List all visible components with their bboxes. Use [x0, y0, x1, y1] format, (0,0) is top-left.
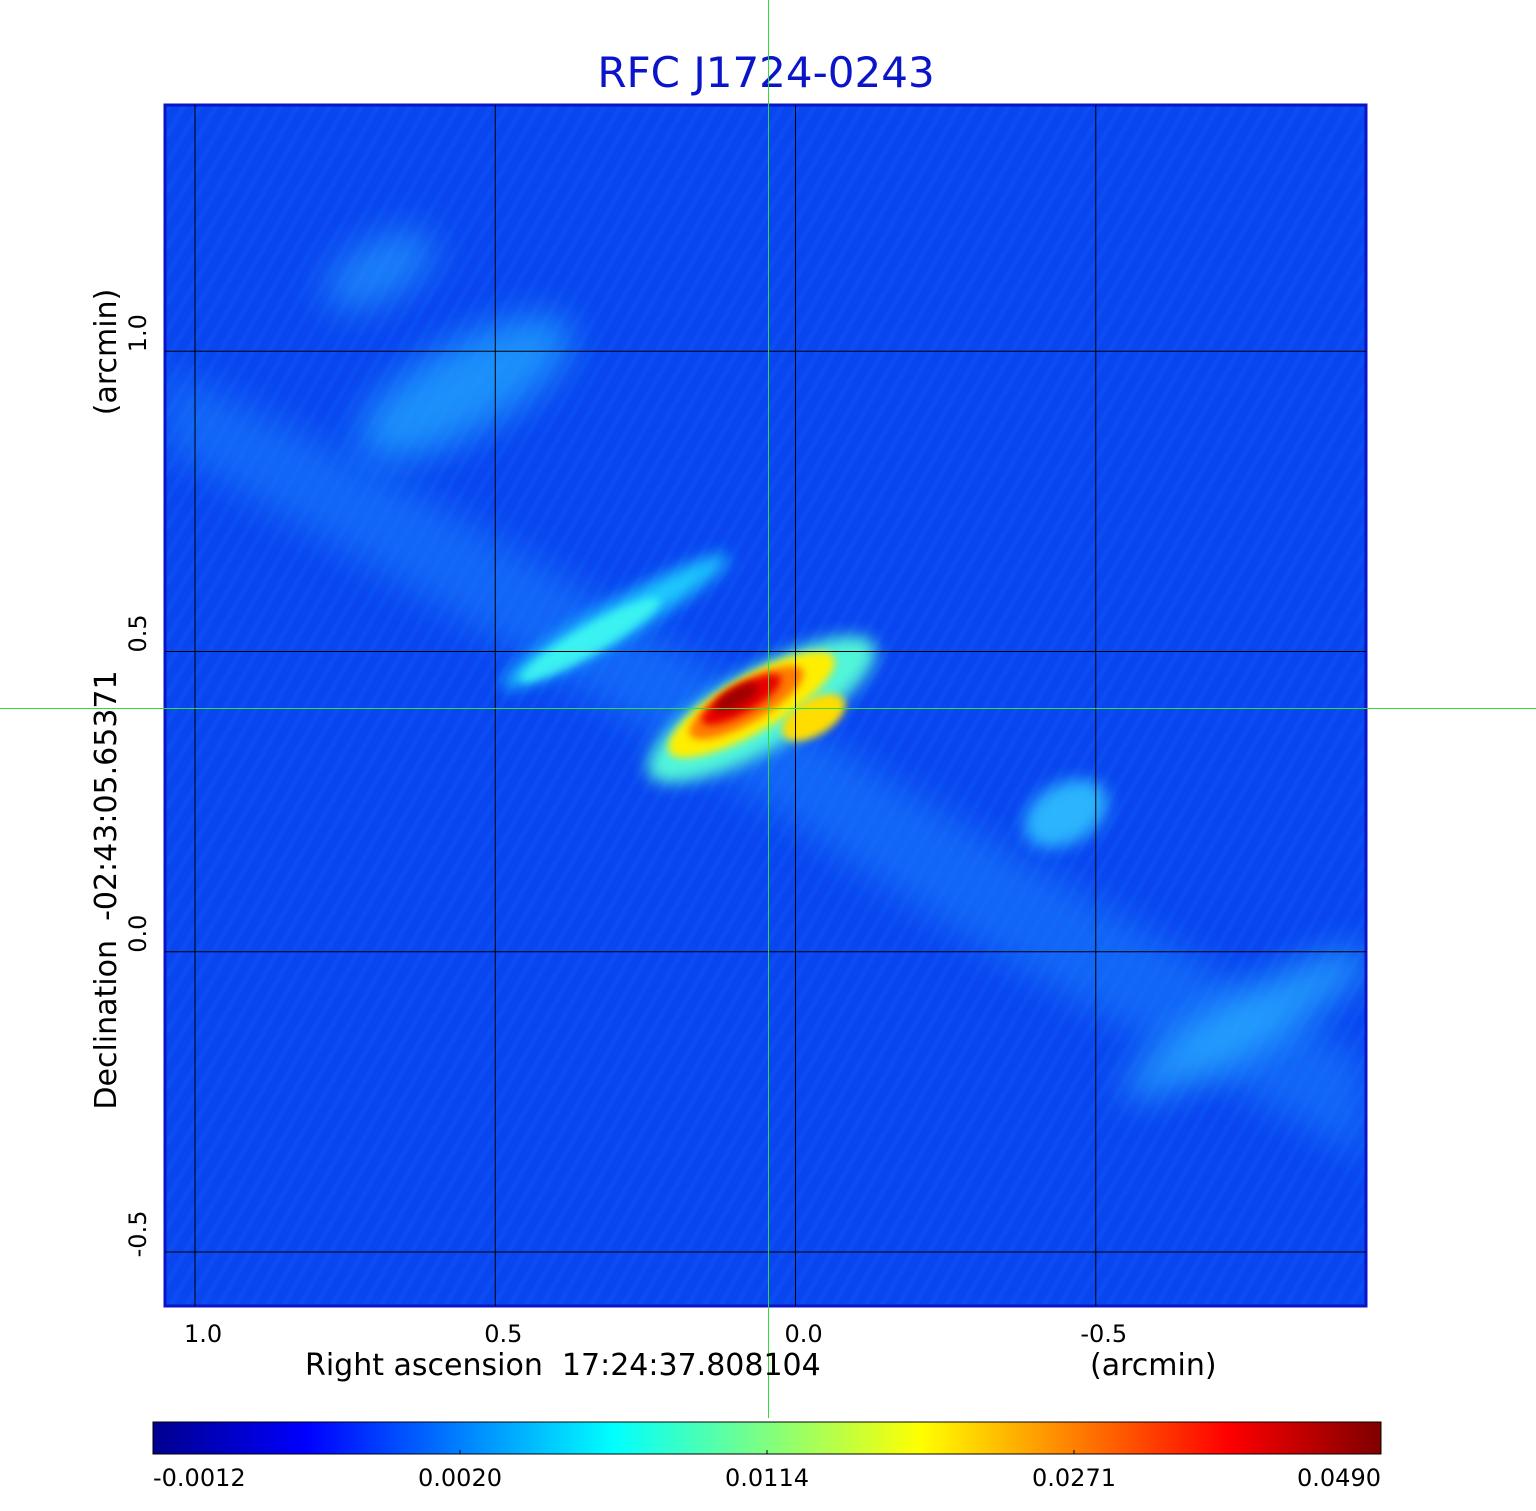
- jet-west: [1023, 779, 1108, 848]
- y-tick-label: 0.0: [124, 915, 152, 953]
- y-tick-label: -0.5: [124, 1211, 152, 1258]
- grid-lines: [165, 105, 1366, 1306]
- x-tick-label: 0.0: [784, 1320, 822, 1348]
- x-axis-label: Right ascension 17:24:37.808104: [305, 1348, 821, 1383]
- lobe-nw-knot: [325, 230, 435, 310]
- y-tick-label: 1.0: [124, 314, 152, 352]
- colorbar-tick-labels: -0.0012 0.0020 0.0114 0.0271 0.0490: [152, 1450, 1382, 1492]
- x-tick-label: 1.0: [184, 1320, 222, 1348]
- lobe-sw: [1123, 949, 1366, 1098]
- colorbar-tick-label: 0.0271: [1032, 1464, 1116, 1492]
- plot-frame: [163, 103, 1368, 1308]
- colorbar-tick-label: -0.0012: [153, 1464, 246, 1492]
- x-axis-unit: (arcmin): [1090, 1348, 1217, 1383]
- core-east: [781, 694, 846, 741]
- heatmap-plot: [165, 105, 1366, 1306]
- y-tick-labels: 1.0 0.5 0.0 -0.5: [124, 314, 152, 1257]
- bridge-2: [520, 598, 660, 682]
- x-tick-label: 0.5: [484, 1320, 522, 1348]
- colorbar-tick-label: 0.0114: [725, 1464, 809, 1492]
- core-peak: [715, 683, 758, 712]
- crosshair: [0, 0, 1536, 1418]
- y-axis-label: Declination -02:43:05.65371: [89, 670, 124, 1109]
- colorbar-tick-label: 0.0020: [418, 1464, 502, 1492]
- x-tick-labels: 1.0 0.5 0.0 -0.5: [184, 1320, 1127, 1348]
- chart-title: RFC J1724-0243: [597, 48, 934, 97]
- colorbar: [152, 1421, 1382, 1455]
- colorbar-tick-label: 0.0490: [1297, 1464, 1381, 1492]
- y-tick-label: 0.5: [124, 614, 152, 652]
- diffuse-band: [165, 370, 1366, 1160]
- y-axis-unit: (arcmin): [89, 289, 124, 416]
- x-tick-label: -0.5: [1080, 1320, 1127, 1348]
